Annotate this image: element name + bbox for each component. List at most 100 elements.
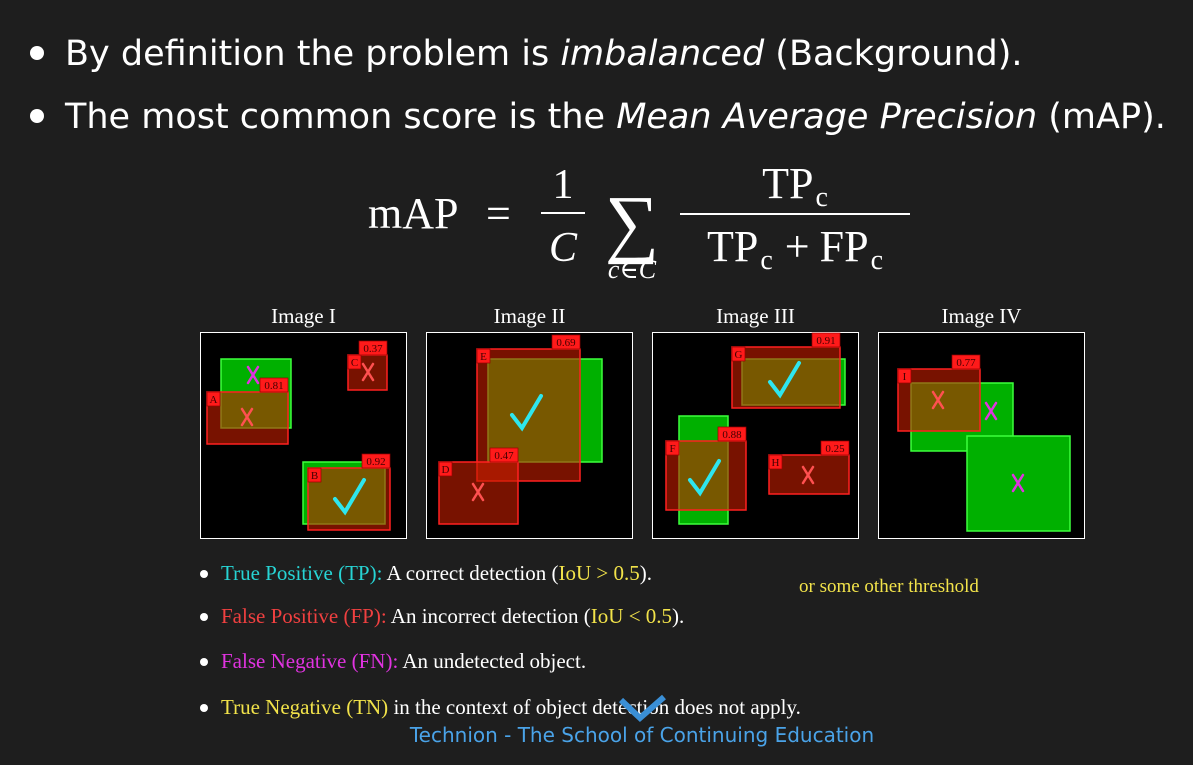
text-span: TP — [762, 159, 813, 208]
label-bg — [731, 346, 746, 362]
box-score: 0.77 — [956, 357, 976, 369]
formula-numerator: TPc — [762, 159, 828, 213]
term: True Positive (TP): — [221, 561, 382, 585]
formula-numerator: 1 — [553, 162, 574, 208]
image-panel: Image II E 0.69 D 0.47 — [426, 304, 633, 539]
check-icon — [768, 361, 801, 399]
emphasis: Mean Average Precision — [616, 97, 1037, 137]
text-span: ). — [672, 604, 684, 628]
formula-sum: ∑ — [605, 181, 659, 265]
definition: True Positive (TP): A correct detection … — [221, 561, 652, 585]
cross-icon — [361, 362, 375, 382]
box-label: A — [210, 394, 218, 406]
subscript: c — [760, 245, 772, 276]
text-span: TP — [707, 222, 758, 271]
bullet-text: By definition the problem is imbalanced … — [65, 34, 1023, 74]
text-span: ). — [640, 561, 652, 585]
text-span: (mAP). — [1037, 97, 1166, 137]
bullet-dot — [30, 46, 44, 60]
label-bg — [438, 461, 453, 477]
panel-title: Image III — [716, 304, 795, 328]
box-label: B — [311, 470, 318, 482]
box-score: 0.37 — [363, 343, 383, 355]
label-bg — [665, 440, 680, 456]
term: False Negative (FN): — [221, 649, 398, 673]
score-bg — [259, 377, 289, 393]
note: or some other threshold — [799, 576, 979, 597]
check-icon — [688, 459, 721, 497]
text-span: A correct detection ( — [382, 561, 558, 585]
box-label: C — [351, 357, 358, 369]
text-span: The most common score is the — [64, 97, 616, 137]
condition: IoU < 0.5 — [591, 604, 672, 628]
subscript: c — [815, 182, 827, 213]
panels: Image I A 0.81 C 0.37 B 0.92 Image II E 0.69 D 0.47… — [200, 304, 1085, 539]
definition: False Positive (FP): An incorrect detect… — [221, 604, 684, 628]
detection-box — [307, 467, 391, 531]
footer: Technion - The School of Continuing Educ… — [409, 723, 874, 747]
text-span: An incorrect detection ( — [387, 604, 591, 628]
text-span: FP — [820, 222, 869, 271]
condition: IoU > 0.5 — [559, 561, 640, 585]
image-panel: Image I A 0.81 C 0.37 B 0.92 — [200, 304, 407, 539]
definition: True Negative (TN) in the context of obj… — [221, 695, 801, 719]
score-bg — [951, 354, 981, 370]
score-bg — [551, 334, 581, 350]
bullet-dot — [30, 109, 44, 123]
term: True Negative (TN) — [221, 695, 388, 719]
formula-sum-index: c∈C — [608, 255, 657, 284]
emphasis: imbalanced — [560, 34, 765, 74]
definitions: True Positive (TP): A correct detection … — [200, 561, 979, 719]
label-bg — [206, 391, 221, 407]
box-label: F — [669, 443, 675, 455]
cross-icon — [1011, 473, 1025, 493]
term: False Positive (FP): — [221, 604, 387, 628]
label-bg — [768, 454, 783, 470]
box-label: D — [442, 464, 450, 476]
text-span: (Background). — [764, 34, 1022, 74]
box-score: 0.25 — [825, 443, 845, 455]
cross-icon — [471, 482, 485, 502]
panel-title: Image I — [271, 304, 336, 328]
box-label: I — [903, 371, 907, 383]
box-score: 0.91 — [816, 335, 835, 347]
box-score: 0.47 — [494, 450, 514, 462]
formula-denominator: TPc + FPc — [707, 222, 883, 276]
box-score: 0.88 — [722, 429, 742, 441]
bullet-dot — [200, 704, 208, 712]
box-score: 0.92 — [366, 456, 385, 468]
cross-icon — [801, 465, 815, 485]
image-panel: Image III G 0.91 F 0.88 H 0.25 — [652, 304, 859, 539]
check-icon — [333, 478, 366, 516]
panel-title: Image II — [494, 304, 566, 328]
score-bg — [358, 340, 388, 356]
fraction-bar — [541, 212, 585, 214]
check-icon — [510, 394, 543, 432]
score-bg — [717, 426, 747, 442]
score-bg — [811, 332, 841, 348]
bullet-dot — [200, 658, 208, 666]
label-bg — [476, 348, 491, 364]
formula-denominator: C — [549, 225, 578, 271]
box-score: 0.81 — [264, 380, 283, 392]
cross-icon — [931, 390, 945, 410]
image-panel: Image IV I 0.77 — [878, 304, 1085, 539]
box-label: G — [735, 349, 743, 361]
text-span: By definition the problem is — [65, 34, 560, 74]
bullet-dot — [200, 570, 208, 578]
cross-icon — [240, 407, 254, 427]
fraction-bar — [680, 213, 910, 215]
box-label: E — [480, 351, 487, 363]
detection-box — [731, 346, 841, 409]
logo-check — [618, 694, 666, 723]
formula: mAP = 1 C ∑ c∈C TPc TPc + FPc — [368, 159, 910, 284]
cross-icon — [984, 401, 998, 421]
score-bg — [361, 453, 391, 469]
formula-equals: = — [486, 189, 511, 238]
cross-icon — [246, 365, 260, 385]
bullet-text: The most common score is the Mean Averag… — [64, 97, 1166, 137]
label-bg — [307, 467, 322, 483]
formula-lhs: mAP — [368, 189, 458, 238]
